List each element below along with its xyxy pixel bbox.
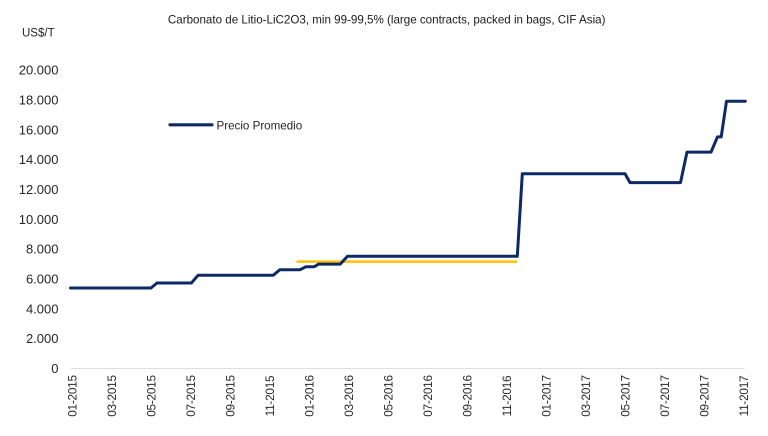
svg-text:11-2016: 11-2016	[500, 375, 514, 416]
svg-text:09-2016: 09-2016	[460, 375, 474, 417]
svg-text:20.000: 20.000	[19, 63, 59, 78]
svg-text:12.000: 12.000	[19, 182, 59, 197]
svg-text:03-2015: 03-2015	[105, 375, 119, 417]
svg-text:07-2016: 07-2016	[421, 375, 435, 417]
svg-text:6.000: 6.000	[26, 272, 59, 287]
svg-text:07-2017: 07-2017	[658, 375, 672, 417]
svg-text:US$/T: US$/T	[22, 27, 55, 39]
svg-text:01-2015: 01-2015	[65, 375, 79, 417]
svg-text:01-2016: 01-2016	[302, 375, 316, 417]
svg-text:18.000: 18.000	[19, 92, 59, 107]
svg-text:09-2017: 09-2017	[697, 375, 711, 417]
svg-text:0: 0	[51, 361, 58, 376]
svg-text:Precio Promedio: Precio Promedio	[217, 119, 303, 132]
svg-text:05-2015: 05-2015	[144, 375, 158, 417]
svg-text:11-2017: 11-2017	[737, 376, 751, 417]
svg-text:14.000: 14.000	[19, 152, 59, 167]
svg-text:8.000: 8.000	[26, 242, 59, 257]
svg-text:2.000: 2.000	[26, 331, 59, 346]
svg-text:11-2015: 11-2015	[263, 375, 277, 416]
svg-text:03-2016: 03-2016	[342, 375, 356, 417]
svg-text:01-2017: 01-2017	[539, 375, 553, 417]
svg-text:10.000: 10.000	[19, 212, 59, 227]
svg-text:05-2017: 05-2017	[618, 375, 632, 417]
svg-text:03-2017: 03-2017	[579, 375, 593, 417]
svg-text:09-2015: 09-2015	[223, 375, 237, 417]
svg-text:Carbonato de Litio-LiC2O3, min: Carbonato de Litio-LiC2O3, min 99-99,5% …	[168, 14, 606, 27]
svg-text:4.000: 4.000	[26, 301, 59, 316]
svg-text:05-2016: 05-2016	[381, 375, 395, 417]
svg-text:07-2015: 07-2015	[184, 375, 198, 417]
svg-text:16.000: 16.000	[19, 122, 59, 137]
